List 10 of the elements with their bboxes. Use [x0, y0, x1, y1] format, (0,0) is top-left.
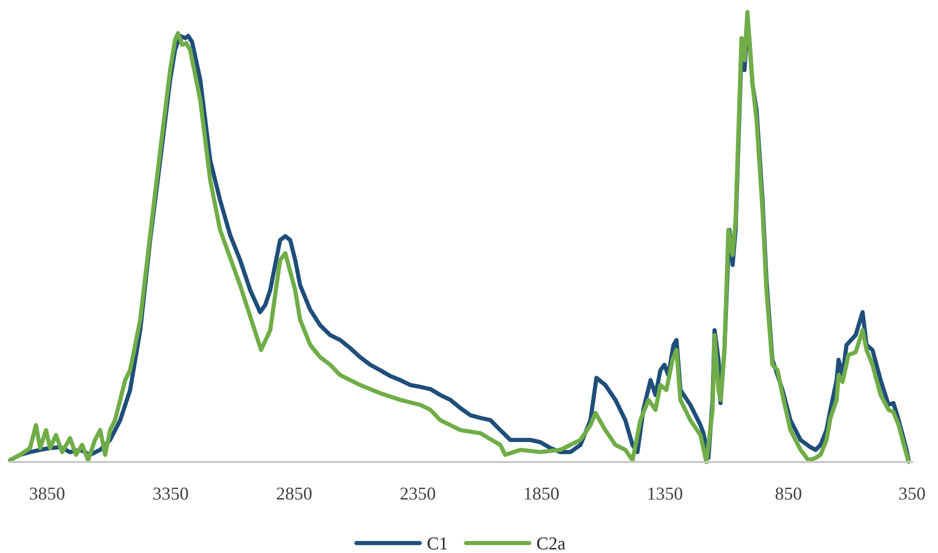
x-tick-label: 3350: [153, 488, 188, 500]
x-tick-label: 3850: [30, 488, 64, 500]
x-tick-label: 2850: [276, 488, 312, 500]
x-tick-label: 850: [776, 488, 802, 500]
x-tick-label: 1850: [524, 488, 559, 500]
x-tick-label: 1350: [648, 488, 682, 500]
legend-label: C2a: [537, 537, 566, 550]
x-tick-label: 2350: [400, 488, 436, 500]
legend-label: C1: [428, 537, 447, 550]
x-tick-label: 350: [899, 488, 925, 500]
